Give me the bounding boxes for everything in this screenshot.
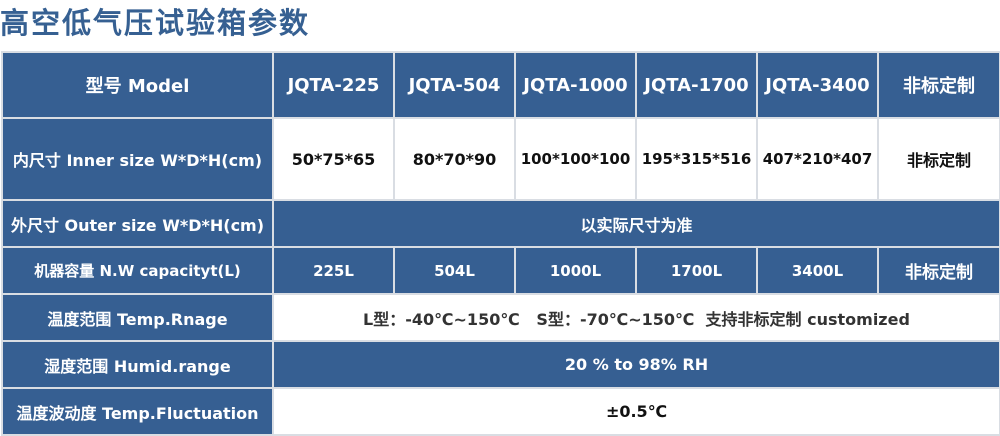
model-col: JQTA-504 [393, 51, 516, 119]
model-label: 型号 Model [1, 51, 274, 119]
humid-range-value: 20 % to 98% RH [272, 340, 1000, 389]
table-row-inner-size: 内尺寸 Inner size W*D*H(cm) 50*75*65 80*70*… [1, 117, 1000, 201]
table-row-humid-range: 湿度范围 Humid.range 20 % to 98% RH [1, 340, 1000, 389]
inner-size-label: 内尺寸 Inner size W*D*H(cm) [1, 117, 274, 201]
capacity-value: 1700L [635, 246, 758, 295]
temp-fluctuation-value: ±0.5℃ [272, 387, 1000, 436]
spec-table: 型号 Model JQTA-225 JQTA-504 JQTA-1000 JQT… [1, 51, 1000, 436]
temp-fluctuation-label: 温度波动度 Temp.Fluctuation [1, 387, 274, 436]
capacity-value: 504L [393, 246, 516, 295]
inner-size-value: 80*70*90 [393, 117, 516, 201]
inner-size-value: 100*100*100 [514, 117, 637, 201]
model-col: JQTA-1000 [514, 51, 637, 119]
capacity-value: 1000L [514, 246, 637, 295]
outer-size-value: 以实际尺寸为准 [272, 199, 1000, 248]
capacity-value: 225L [272, 246, 395, 295]
humid-range-label: 湿度范围 Humid.range [1, 340, 274, 389]
model-col: 非标定制 [877, 51, 1000, 119]
capacity-value: 3400L [756, 246, 879, 295]
table-row-temp-fluctuation: 温度波动度 Temp.Fluctuation ±0.5℃ [1, 387, 1000, 436]
temp-range-value: L型：-40℃~150℃ S型：-70℃~150℃ 支持非标定制 customi… [272, 293, 1000, 342]
outer-size-label: 外尺寸 Outer size W*D*H(cm) [1, 199, 274, 248]
inner-size-value: 407*210*407 [756, 117, 879, 201]
inner-size-value: 195*315*516 [635, 117, 758, 201]
temp-range-label: 温度范围 Temp.Rnage [1, 293, 274, 342]
table-row-model: 型号 Model JQTA-225 JQTA-504 JQTA-1000 JQT… [1, 51, 1000, 119]
model-col: JQTA-3400 [756, 51, 879, 119]
table-row-capacity: 机器容量 N.W capacityt(L) 225L 504L 1000L 17… [1, 246, 1000, 295]
table-row-temp-range: 温度范围 Temp.Rnage L型：-40℃~150℃ S型：-70℃~150… [1, 293, 1000, 342]
model-col: JQTA-1700 [635, 51, 758, 119]
page-title: 高空低气压试验箱参数 [0, 6, 311, 40]
inner-size-value: 50*75*65 [272, 117, 395, 201]
model-col: JQTA-225 [272, 51, 395, 119]
capacity-label: 机器容量 N.W capacityt(L) [1, 246, 274, 295]
table-row-outer-size: 外尺寸 Outer size W*D*H(cm) 以实际尺寸为准 [1, 199, 1000, 248]
capacity-value: 非标定制 [877, 246, 1000, 295]
inner-size-value: 非标定制 [877, 117, 1000, 201]
